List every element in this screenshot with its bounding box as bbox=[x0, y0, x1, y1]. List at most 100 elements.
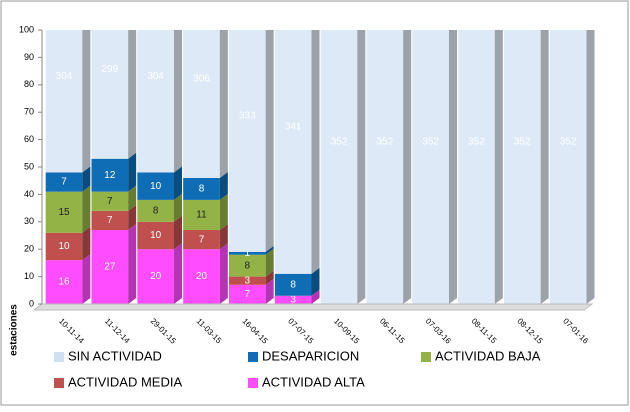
bar-segment bbox=[549, 30, 587, 304]
data-label: 20 bbox=[150, 271, 162, 282]
data-label: 11 bbox=[196, 210, 207, 221]
bar-side bbox=[265, 30, 274, 252]
bar-side bbox=[219, 193, 228, 231]
bar-side bbox=[174, 215, 182, 250]
bar-side bbox=[82, 30, 91, 173]
y-tick-label: 50 bbox=[24, 161, 34, 171]
bar-side bbox=[174, 166, 182, 200]
data-label: 27 bbox=[104, 262, 116, 273]
bar-segment bbox=[45, 232, 83, 261]
bar-side bbox=[128, 30, 137, 159]
data-label: 352 bbox=[331, 137, 348, 148]
bar-side bbox=[174, 30, 182, 173]
bar-side bbox=[403, 30, 412, 304]
data-label: 304 bbox=[56, 71, 73, 82]
bar-segment bbox=[183, 30, 220, 178]
bar-side bbox=[265, 245, 274, 255]
bar-segment bbox=[412, 30, 449, 304]
data-label: 352 bbox=[376, 137, 393, 148]
bar-segment bbox=[183, 199, 220, 231]
legend-label: ACTIVIDAD MEDIA bbox=[68, 374, 182, 389]
data-label: 7 bbox=[61, 177, 67, 188]
bar-segment bbox=[183, 249, 220, 304]
bar-segment bbox=[45, 191, 83, 233]
bar-segment bbox=[320, 30, 358, 304]
y-tick-label: 40 bbox=[24, 189, 34, 199]
y-tick-label: 0 bbox=[29, 298, 34, 308]
bar-segment bbox=[137, 199, 174, 222]
bar-side bbox=[265, 278, 274, 304]
legend-label: DESAPARICION bbox=[262, 348, 359, 363]
y-axis-label: estaciones bbox=[9, 304, 20, 356]
data-label: 333 bbox=[239, 111, 256, 122]
bar-segment bbox=[91, 158, 129, 192]
data-label: 10 bbox=[58, 241, 70, 252]
bar-segment bbox=[91, 230, 129, 304]
y-tick-label: 60 bbox=[24, 134, 34, 144]
data-label: 3 bbox=[290, 295, 296, 306]
bar-segment bbox=[229, 254, 266, 277]
bar-segment bbox=[229, 284, 266, 304]
data-label: 352 bbox=[560, 137, 577, 148]
bar-segment bbox=[137, 30, 174, 173]
data-label: 7 bbox=[245, 289, 251, 300]
data-label: 15 bbox=[58, 207, 70, 218]
legend-label: ACTIVIDAD ALTA bbox=[262, 374, 365, 389]
y-tick-label: 20 bbox=[24, 244, 34, 254]
y-tick-label: 90 bbox=[24, 52, 34, 62]
data-label: 8 bbox=[199, 184, 205, 195]
bar-segment bbox=[458, 30, 495, 304]
legend-swatch bbox=[248, 352, 258, 362]
bar-side bbox=[311, 267, 320, 296]
data-label: 8 bbox=[245, 260, 251, 271]
bar-side bbox=[357, 30, 366, 304]
bar-segment bbox=[91, 30, 129, 159]
bar-segment bbox=[91, 191, 129, 211]
bar-segment bbox=[137, 172, 174, 200]
bar-side bbox=[174, 243, 182, 304]
data-label: 299 bbox=[101, 64, 118, 75]
bar-side bbox=[265, 270, 274, 285]
legend-label: SIN ACTIVIDAD bbox=[68, 348, 162, 363]
bar-segment bbox=[45, 30, 83, 173]
data-label: 352 bbox=[468, 137, 485, 148]
data-label: 341 bbox=[285, 122, 302, 133]
data-label: 352 bbox=[422, 137, 439, 148]
data-label: 352 bbox=[514, 137, 531, 148]
data-label: 8 bbox=[153, 205, 159, 216]
bar-segment bbox=[137, 221, 174, 250]
data-label: 304 bbox=[147, 71, 164, 82]
legend-label: ACTIVIDAD BAJA bbox=[435, 348, 541, 363]
bar-segment bbox=[274, 30, 312, 274]
y-tick-label: 70 bbox=[24, 107, 34, 117]
bar-segment bbox=[274, 273, 312, 296]
bar-segment bbox=[183, 177, 220, 200]
data-label: 10 bbox=[150, 181, 162, 192]
data-label: 306 bbox=[193, 74, 210, 85]
bar-side bbox=[82, 185, 91, 233]
y-tick-label: 30 bbox=[24, 216, 34, 226]
bar-segment bbox=[504, 30, 541, 304]
legend-swatch bbox=[54, 352, 64, 362]
bar-side bbox=[494, 30, 503, 304]
bar-side bbox=[311, 289, 320, 304]
bar-segment bbox=[45, 260, 83, 304]
legend-swatch bbox=[54, 378, 64, 388]
bar-segment bbox=[229, 276, 266, 285]
data-label: 3 bbox=[245, 275, 251, 286]
y-tick-label: 100 bbox=[19, 24, 34, 34]
bar-side bbox=[540, 30, 549, 304]
data-label: 10 bbox=[150, 230, 162, 241]
data-label: 7 bbox=[199, 234, 205, 245]
bar-side bbox=[82, 166, 91, 192]
floor bbox=[32, 303, 594, 311]
bar-segment bbox=[274, 295, 312, 304]
y-tick-label: 80 bbox=[24, 79, 34, 89]
bar-segment bbox=[137, 249, 174, 304]
bar-side bbox=[128, 224, 137, 304]
bar-segment bbox=[229, 251, 266, 255]
bar-segment bbox=[91, 210, 129, 231]
bar-segment bbox=[183, 230, 220, 250]
bar-segment bbox=[229, 30, 266, 252]
